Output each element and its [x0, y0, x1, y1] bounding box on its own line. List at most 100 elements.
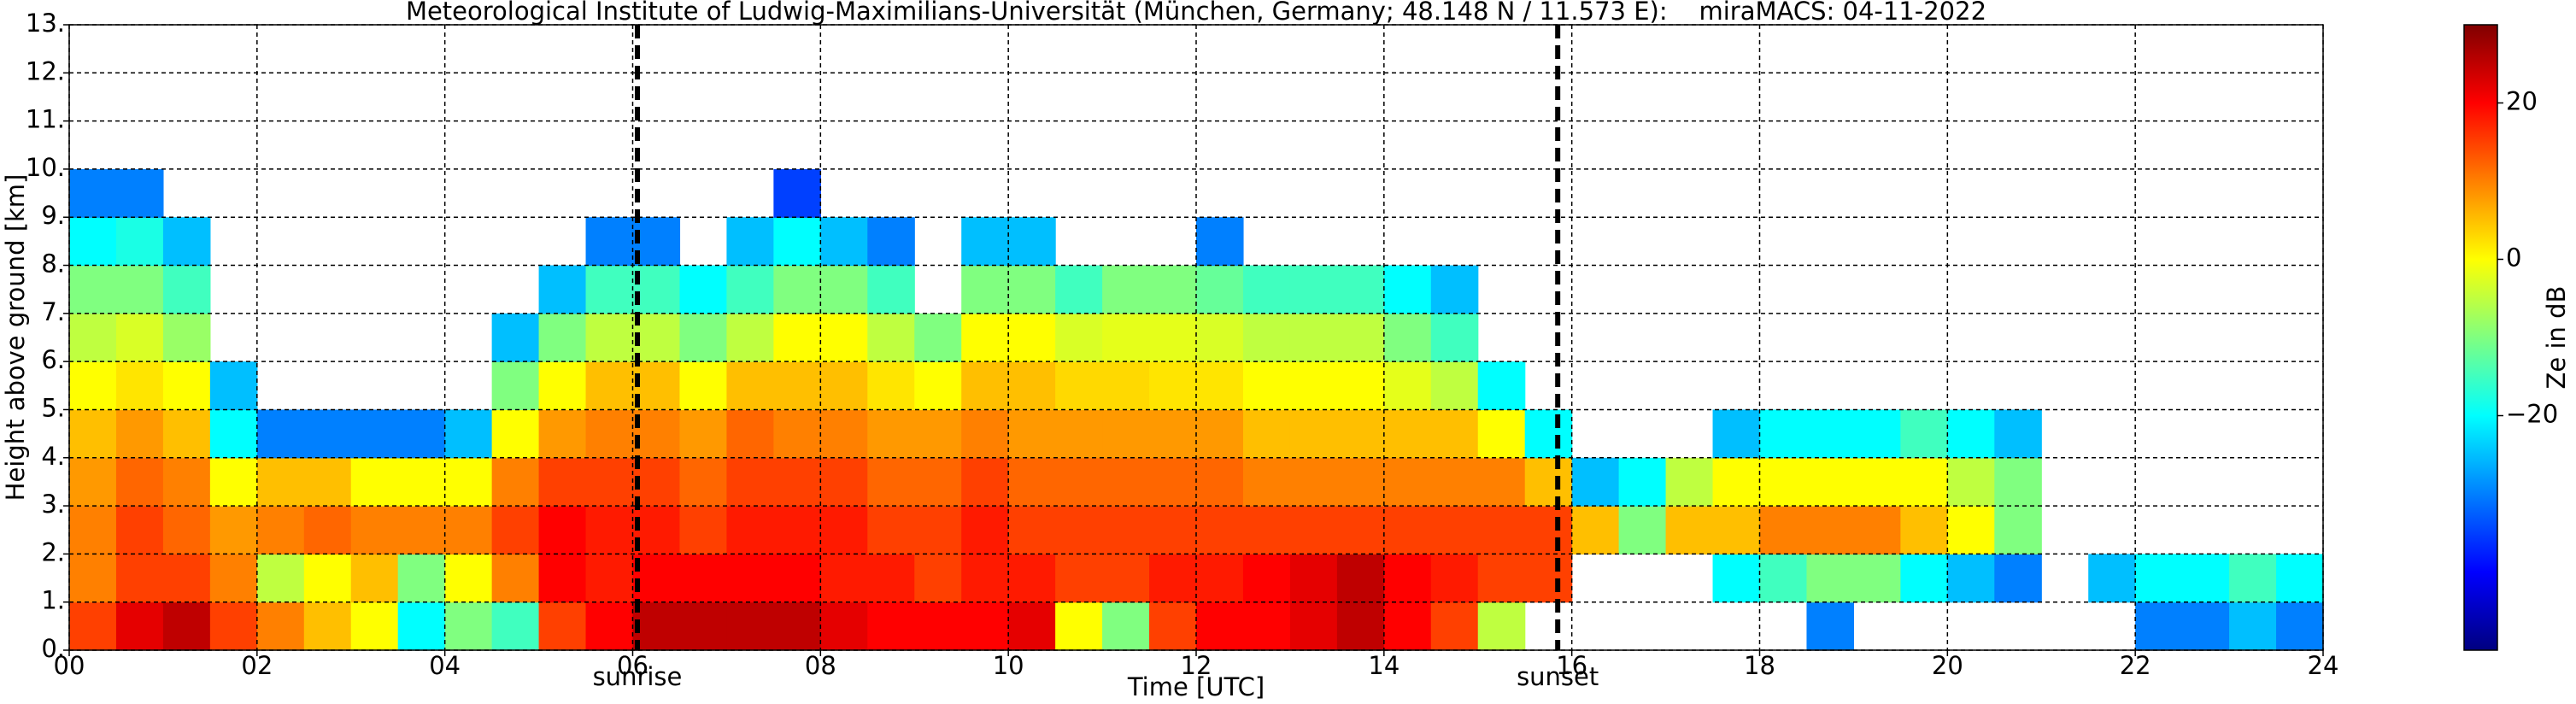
heat-cell	[820, 217, 868, 267]
heat-cell	[914, 361, 962, 411]
heat-cell	[1336, 313, 1385, 362]
heat-cell	[538, 601, 587, 651]
heat-cell	[585, 409, 634, 459]
heat-cell	[914, 457, 962, 507]
heat-cell	[867, 265, 915, 314]
heat-cell	[867, 457, 915, 507]
y-tick-label: 6.	[41, 345, 65, 374]
heat-cell	[867, 313, 915, 362]
y-tick-label: 12.	[26, 56, 65, 85]
heat-cell	[69, 506, 117, 554]
heat-cell	[491, 506, 540, 554]
heat-cell	[632, 457, 681, 507]
heat-cell	[1477, 506, 1526, 554]
heat-cell	[162, 601, 211, 651]
y-tick-label: 4.	[41, 442, 65, 471]
heat-cell	[1008, 217, 1056, 267]
heat-cell	[726, 554, 774, 603]
heat-cell	[209, 506, 258, 554]
heat-cell	[1149, 506, 1197, 554]
heat-cell	[773, 554, 821, 603]
heat-cell	[1149, 313, 1197, 362]
heat-cell	[1994, 457, 2042, 507]
heat-cell	[209, 409, 258, 459]
heat-cell	[115, 313, 164, 362]
heat-cell	[679, 506, 728, 554]
heat-cell	[1008, 313, 1056, 362]
heat-cell	[538, 457, 587, 507]
heat-cell	[1055, 554, 1103, 603]
heat-cell	[1900, 554, 1948, 603]
heat-cell	[303, 457, 352, 507]
heat-cell	[1477, 361, 1526, 411]
heat-cell	[1900, 506, 1948, 554]
colorbar-tick-label: 20	[2506, 87, 2538, 116]
heat-cell	[1571, 506, 1620, 554]
heat-cell	[1289, 601, 1338, 651]
heat-cell	[69, 217, 117, 267]
heat-cell	[1430, 265, 1479, 314]
heat-cell	[162, 217, 211, 267]
y-tick-label: 0.	[41, 634, 65, 663]
annotation-label: sunrise	[593, 662, 683, 691]
heat-cell	[2229, 601, 2277, 651]
heat-cell	[1008, 554, 1056, 603]
heat-cell	[162, 506, 211, 554]
heat-cell	[1712, 554, 1761, 603]
heat-cell	[867, 554, 915, 603]
heat-cell	[1008, 457, 1056, 507]
heat-cell	[1196, 601, 1244, 651]
y-tick-label: 8.	[41, 249, 65, 279]
heat-cell	[2135, 601, 2183, 651]
heat-cell	[1430, 361, 1479, 411]
heat-cell	[1430, 409, 1479, 459]
heat-cell	[1524, 409, 1573, 459]
heat-cell	[1430, 601, 1479, 651]
heat-cell	[773, 361, 821, 411]
heat-cell	[1149, 409, 1197, 459]
heat-cell	[209, 554, 258, 603]
colorbar-tick-label: 0	[2506, 243, 2521, 273]
x-tick-label: 16	[1556, 651, 1587, 680]
heat-cell	[1665, 506, 1714, 554]
heat-cell	[585, 554, 634, 603]
heat-cell	[773, 457, 821, 507]
heat-cell	[773, 313, 821, 362]
heat-cell	[1336, 554, 1385, 603]
heat-cell	[820, 265, 868, 314]
heat-cell	[1383, 554, 1432, 603]
heat-cell	[726, 265, 774, 314]
heat-cell	[350, 506, 399, 554]
heat-cell	[491, 554, 540, 603]
heat-cell	[1102, 601, 1150, 651]
heat-cell	[1242, 554, 1291, 603]
heat-cell	[491, 409, 540, 459]
heat-cell	[726, 457, 774, 507]
heat-cell	[397, 409, 446, 459]
heat-cell	[1102, 361, 1150, 411]
heat-cell	[632, 506, 681, 554]
heat-cell	[1196, 313, 1244, 362]
heat-cell	[867, 506, 915, 554]
heat-cell	[69, 361, 117, 411]
heat-cell	[632, 265, 681, 314]
heat-cell	[69, 409, 117, 459]
heat-cell	[69, 601, 117, 651]
heat-cell	[679, 265, 728, 314]
heat-cell	[726, 313, 774, 362]
heat-cell	[397, 457, 446, 507]
heat-cell	[444, 506, 493, 554]
heat-cell	[1477, 601, 1526, 651]
heat-cell	[2088, 554, 2136, 603]
heat-cell	[679, 409, 728, 459]
heat-cell	[1242, 409, 1291, 459]
heat-cell	[1477, 457, 1526, 507]
heat-cell	[397, 506, 446, 554]
heat-cell	[726, 361, 774, 411]
heat-cell	[1149, 457, 1197, 507]
y-tick-label: 3.	[41, 490, 65, 519]
y-tick-label: 9.	[41, 201, 65, 230]
heat-cell	[914, 601, 962, 651]
heat-cell	[726, 506, 774, 554]
heat-cell	[1008, 506, 1056, 554]
